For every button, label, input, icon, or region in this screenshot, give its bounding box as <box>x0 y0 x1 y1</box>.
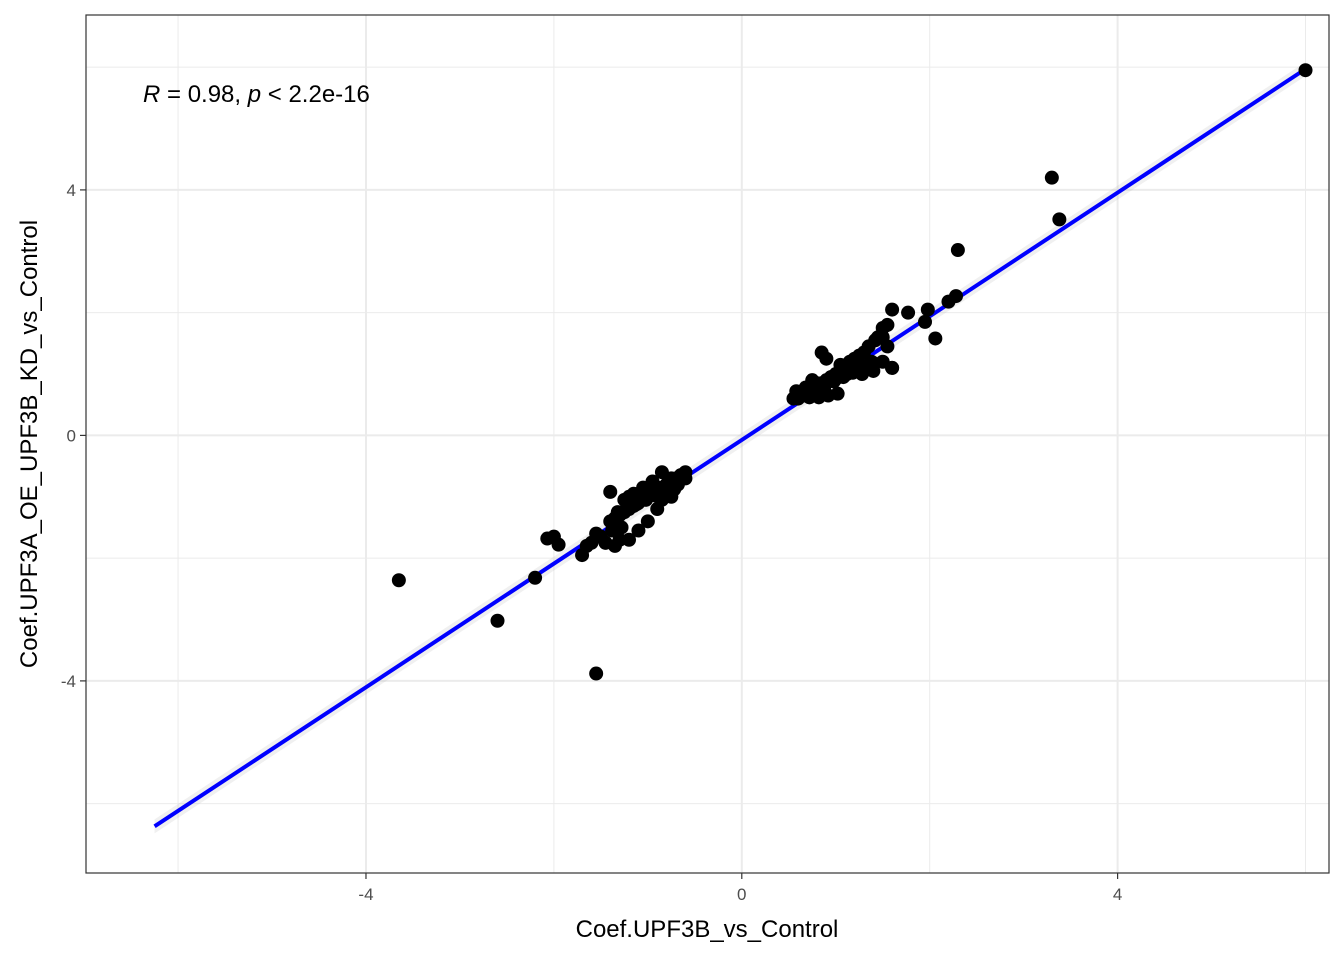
x-axis-title: Coef.UPF3B_vs_Control <box>576 916 839 943</box>
plot-panel-border <box>85 14 1330 874</box>
data-point <box>622 497 637 512</box>
data-point <box>540 531 555 546</box>
correlation-annotation: R = 0.98, p < 2.2e-16 <box>143 81 370 108</box>
data-point <box>575 548 590 563</box>
r-value: = 0.98, <box>160 81 247 108</box>
fit-line <box>153 67 1307 829</box>
data-point <box>866 363 881 378</box>
y-tick-label: 4 <box>67 181 76 200</box>
data-point <box>901 305 916 320</box>
data-point <box>1052 212 1067 227</box>
data-point <box>830 386 845 401</box>
y-axis-title: Coef.UPF3A_OE_UPF3B_KD_vs_Control <box>16 220 43 668</box>
data-point <box>654 465 669 480</box>
regression-line <box>153 62 1307 834</box>
data-point <box>885 302 900 317</box>
data-point <box>1298 63 1313 78</box>
data-point <box>640 514 655 529</box>
data-point <box>622 532 637 547</box>
data-point <box>885 360 900 375</box>
data-point <box>1044 170 1059 185</box>
data-point <box>845 365 860 380</box>
data-point <box>528 570 543 585</box>
data-point <box>918 314 933 329</box>
x-axis-ticks: -4 0 4 <box>358 873 1122 904</box>
data-point <box>551 537 566 552</box>
data-point <box>819 351 834 366</box>
data-point <box>950 243 965 258</box>
data-point <box>490 613 505 628</box>
data-point <box>654 492 669 507</box>
x-tick-label: 4 <box>1113 885 1122 904</box>
y-tick-label: 0 <box>67 426 76 445</box>
r-symbol: R <box>143 81 160 108</box>
p-value: < 2.2e-16 <box>261 81 370 108</box>
data-point <box>880 339 895 354</box>
data-point <box>928 331 943 346</box>
data-point <box>391 573 406 588</box>
data-point <box>610 505 625 520</box>
x-tick-label: 0 <box>737 885 746 904</box>
data-point <box>920 302 935 317</box>
x-tick-label: -4 <box>358 885 373 904</box>
y-axis-ticks: -4 0 4 <box>61 181 86 691</box>
y-tick-label: -4 <box>61 672 76 691</box>
data-point <box>603 484 618 499</box>
data-point <box>589 666 604 681</box>
data-point <box>598 535 613 550</box>
data-point <box>631 523 646 538</box>
p-symbol: p <box>247 81 261 108</box>
data-points <box>391 63 1313 681</box>
data-point <box>941 294 956 309</box>
